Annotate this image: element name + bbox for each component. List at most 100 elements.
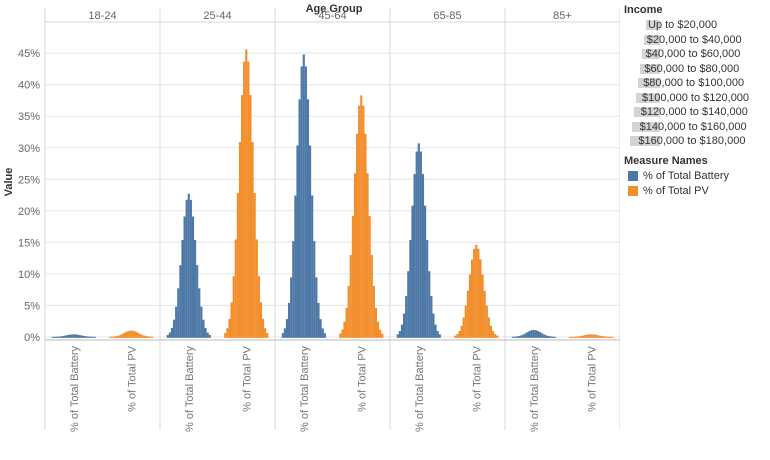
bar[interactable] bbox=[588, 334, 591, 338]
bar[interactable] bbox=[473, 248, 476, 338]
bar[interactable] bbox=[179, 265, 182, 338]
bar[interactable] bbox=[230, 302, 233, 338]
bar[interactable] bbox=[475, 244, 478, 338]
bar[interactable] bbox=[224, 333, 227, 338]
bar[interactable] bbox=[313, 241, 316, 338]
bar[interactable] bbox=[249, 95, 252, 338]
bar[interactable] bbox=[366, 173, 369, 338]
bar[interactable] bbox=[292, 241, 295, 338]
bar[interactable] bbox=[170, 327, 174, 338]
bar[interactable] bbox=[91, 336, 94, 338]
bar[interactable] bbox=[309, 145, 312, 338]
bar[interactable] bbox=[604, 336, 608, 338]
income-legend-item[interactable]: $20,000 to $40,000 bbox=[624, 33, 770, 48]
bar[interactable] bbox=[600, 335, 603, 338]
bar[interactable] bbox=[323, 333, 326, 338]
bar[interactable] bbox=[464, 305, 467, 338]
bar[interactable] bbox=[428, 271, 431, 338]
bar[interactable] bbox=[356, 133, 359, 338]
series-45-64-pv[interactable] bbox=[339, 95, 384, 338]
series-25-44-battery[interactable] bbox=[166, 193, 211, 338]
bar[interactable] bbox=[228, 318, 231, 338]
bar[interactable] bbox=[349, 254, 352, 338]
bar[interactable] bbox=[577, 336, 580, 338]
bar[interactable] bbox=[298, 99, 301, 338]
bar[interactable] bbox=[132, 330, 135, 338]
bar[interactable] bbox=[294, 195, 297, 338]
bar[interactable] bbox=[238, 142, 242, 338]
bar[interactable] bbox=[62, 335, 65, 338]
measure-legend-item[interactable]: % of Total PV bbox=[624, 184, 770, 199]
bar[interactable] bbox=[60, 336, 63, 338]
bar-marks[interactable] bbox=[51, 49, 614, 338]
bar[interactable] bbox=[264, 328, 267, 338]
bar[interactable] bbox=[68, 334, 71, 338]
bar[interactable] bbox=[262, 318, 265, 338]
bar[interactable] bbox=[189, 199, 192, 338]
bar[interactable] bbox=[311, 195, 314, 338]
bar[interactable] bbox=[360, 95, 363, 338]
bar[interactable] bbox=[396, 334, 399, 338]
bar[interactable] bbox=[181, 239, 184, 338]
bar[interactable] bbox=[511, 336, 514, 338]
bar[interactable] bbox=[194, 239, 197, 338]
bar[interactable] bbox=[147, 336, 150, 338]
bar[interactable] bbox=[151, 336, 154, 338]
bar[interactable] bbox=[183, 216, 186, 338]
bar[interactable] bbox=[202, 319, 205, 338]
bar[interactable] bbox=[515, 336, 519, 338]
bar[interactable] bbox=[200, 306, 203, 338]
bar[interactable] bbox=[109, 336, 112, 338]
bar[interactable] bbox=[573, 336, 576, 338]
bar[interactable] bbox=[339, 333, 342, 338]
series-85+-battery[interactable] bbox=[511, 329, 556, 338]
bar[interactable] bbox=[208, 334, 211, 338]
bar[interactable] bbox=[72, 334, 75, 338]
bar[interactable] bbox=[321, 328, 324, 338]
bar[interactable] bbox=[234, 239, 237, 338]
series-65-85-pv[interactable] bbox=[454, 244, 499, 338]
bar[interactable] bbox=[74, 334, 77, 338]
bar[interactable] bbox=[436, 331, 439, 338]
bar[interactable] bbox=[196, 265, 199, 338]
bar[interactable] bbox=[144, 336, 148, 338]
bar[interactable] bbox=[492, 331, 495, 338]
bar[interactable] bbox=[255, 239, 258, 338]
bar[interactable] bbox=[302, 54, 305, 338]
bar[interactable] bbox=[288, 302, 291, 338]
bar[interactable] bbox=[241, 95, 244, 338]
bar[interactable] bbox=[381, 333, 384, 338]
income-legend-item[interactable]: $100,000 to $120,000 bbox=[624, 91, 770, 106]
bar[interactable] bbox=[128, 330, 131, 338]
bar[interactable] bbox=[592, 334, 595, 338]
income-legend-item[interactable]: $120,000 to $140,000 bbox=[624, 105, 770, 120]
bar[interactable] bbox=[421, 174, 425, 338]
bar[interactable] bbox=[81, 335, 84, 338]
bar[interactable] bbox=[477, 248, 480, 338]
bar[interactable] bbox=[487, 317, 490, 338]
bar[interactable] bbox=[468, 274, 472, 338]
bar[interactable] bbox=[306, 99, 310, 338]
bar[interactable] bbox=[522, 334, 525, 338]
bar[interactable] bbox=[368, 216, 371, 338]
bar[interactable] bbox=[524, 333, 527, 338]
bar[interactable] bbox=[419, 151, 422, 338]
bar[interactable] bbox=[362, 105, 365, 338]
bar[interactable] bbox=[518, 336, 521, 338]
bar[interactable] bbox=[198, 288, 201, 338]
bar[interactable] bbox=[598, 335, 601, 338]
bar[interactable] bbox=[426, 239, 429, 338]
bar[interactable] bbox=[481, 274, 484, 338]
series-18-24-pv[interactable] bbox=[109, 330, 154, 338]
bar[interactable] bbox=[177, 288, 180, 338]
bar[interactable] bbox=[206, 332, 209, 338]
bar[interactable] bbox=[494, 334, 497, 338]
bar[interactable] bbox=[379, 329, 382, 338]
bar[interactable] bbox=[413, 174, 416, 338]
bar[interactable] bbox=[126, 331, 129, 338]
bar[interactable] bbox=[526, 332, 529, 338]
bar[interactable] bbox=[432, 313, 435, 338]
bar[interactable] bbox=[496, 335, 499, 338]
bar[interactable] bbox=[409, 239, 412, 338]
bar[interactable] bbox=[438, 334, 441, 338]
